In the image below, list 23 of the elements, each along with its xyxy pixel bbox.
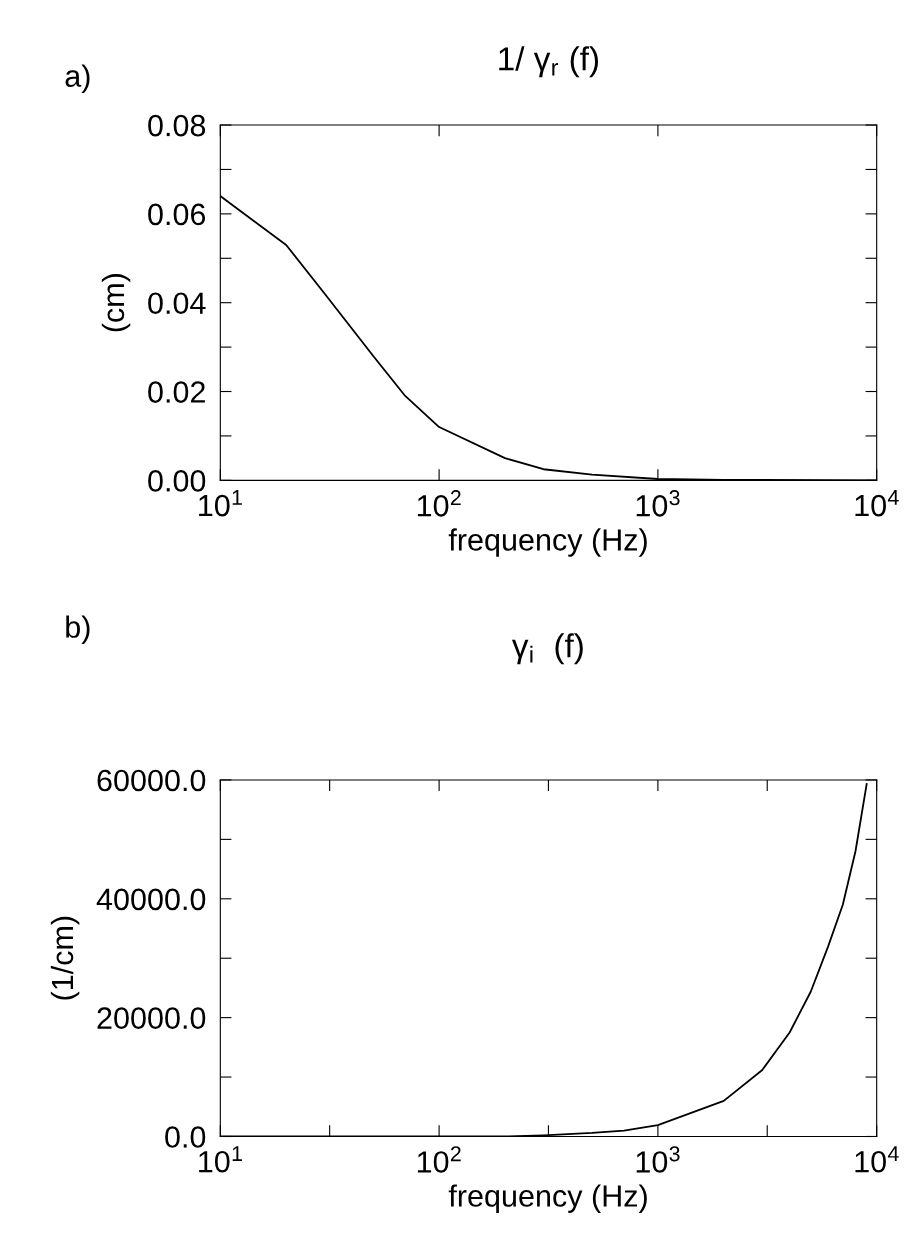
chart-title: γ$_{i}$ (f) — [511, 633, 583, 665]
text: b) — [66, 615, 90, 644]
chart-title: 1/ γ$_{r}$ (f) — [499, 46, 599, 78]
y-axis-title: (1/cm) — [50, 916, 80, 1000]
y-tick-label: 0.02 — [148, 381, 205, 403]
y-tick-label: 0.0 — [165, 1126, 206, 1148]
y-tick-label: 0.06 — [148, 203, 206, 226]
y-tick-label: 20000.0 — [97, 1007, 206, 1030]
y-tick-label: 0.00 — [148, 470, 206, 492]
x-tick-label: 10$^{4}$ — [855, 490, 899, 517]
x-tick-label: 10$^{3}$ — [636, 490, 680, 517]
x-tick-label: 10$^{3}$ — [636, 1146, 680, 1173]
y-tick-label: 0.04 — [148, 292, 206, 315]
x-axis-title: frequency (Hz) — [448, 1184, 647, 1213]
x-axis-title: frequency (Hz) — [448, 528, 647, 557]
y-tick-label: 60000.0 — [97, 769, 206, 792]
y-tick-label: 40000.0 — [96, 888, 206, 911]
x-tick-label: 10$^{4}$ — [855, 1146, 899, 1173]
y-tick-label: 0.08 — [148, 114, 206, 137]
x-tick-label: 10$^{2}$ — [417, 1146, 461, 1173]
y-axis-title: (cm) — [101, 274, 131, 332]
x-tick-label: 10$^{2}$ — [417, 490, 461, 517]
text: a) — [65, 64, 90, 93]
